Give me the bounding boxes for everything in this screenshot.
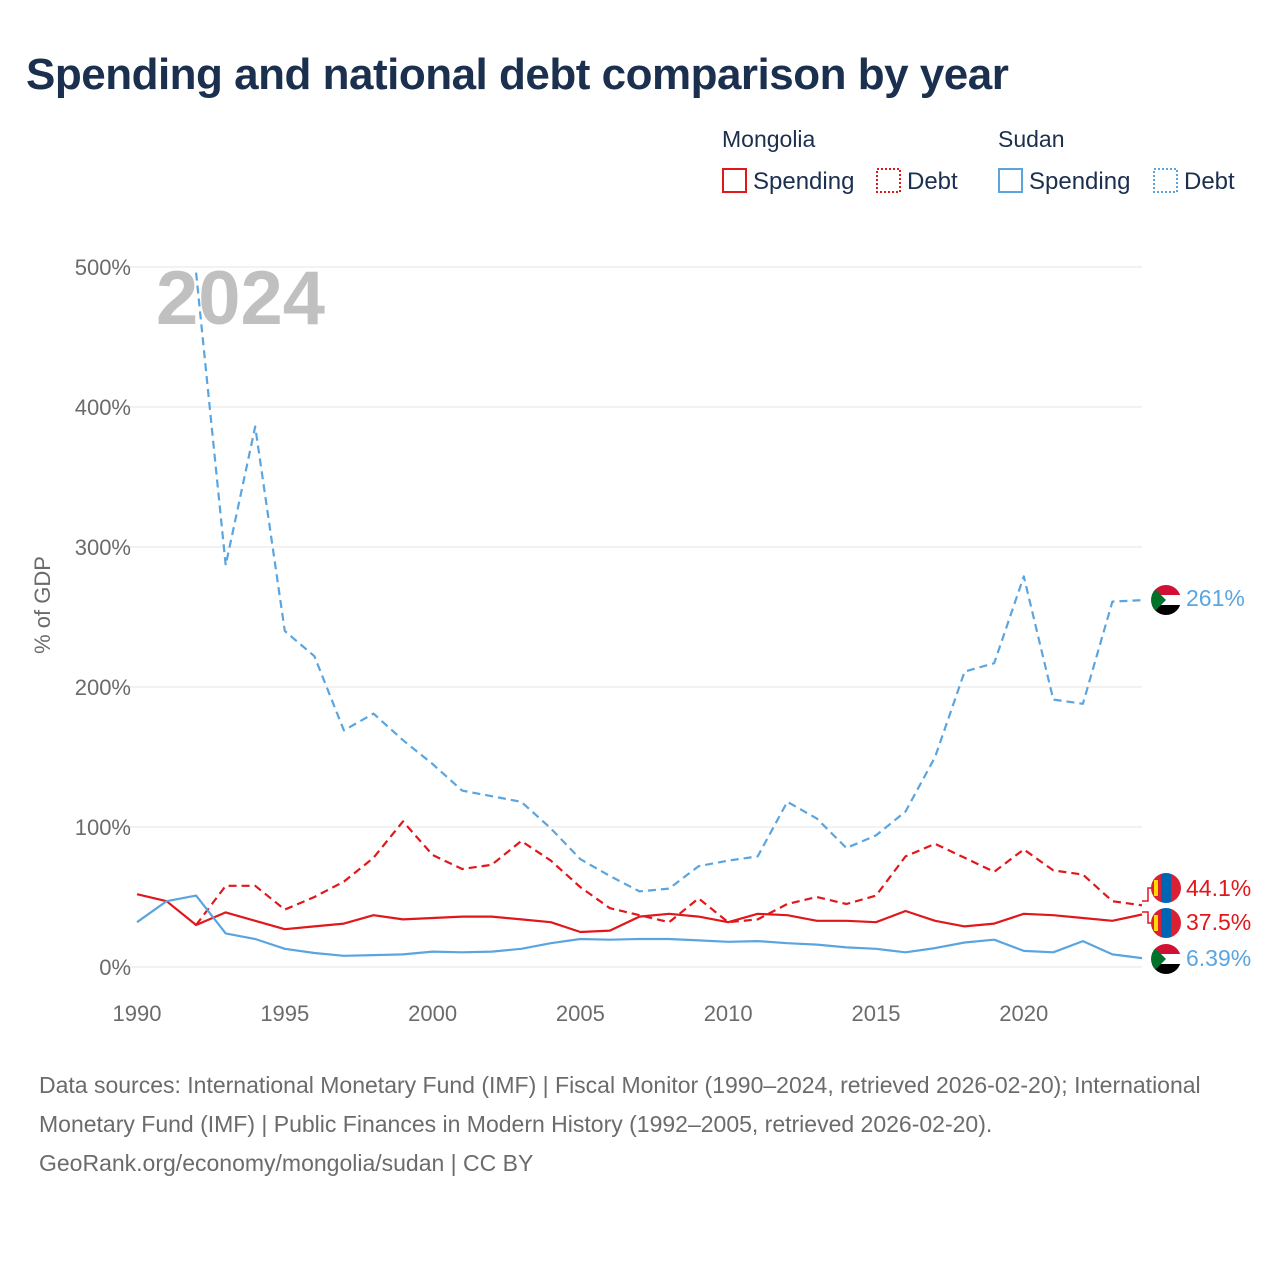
y-axis-ticks: 0% 100% 200% 300% 400% 500%	[75, 255, 131, 980]
line-chart: Mongolia Spending Debt Sudan Spending De…	[30, 126, 1251, 1026]
legend-label-sudan-spending: Spending	[1029, 168, 1130, 195]
y-tick-label: 100%	[75, 815, 131, 840]
legend: Mongolia Spending Debt Sudan Spending De…	[722, 126, 1235, 195]
series-line-sudan-spending	[136, 894, 1143, 960]
end-label-mongolia-spending: 37.5%	[1186, 909, 1251, 935]
end-label-sudan-spending: 6.39%	[1186, 945, 1251, 971]
y-tick-label: 500%	[75, 255, 131, 280]
x-tick-label: 1990	[113, 1001, 162, 1026]
legend-swatch-sudan-debt	[1153, 168, 1178, 193]
y-tick-label: 300%	[75, 535, 131, 560]
series-line-mongolia-spending	[136, 893, 1143, 934]
legend-swatch-sudan-spending	[998, 168, 1023, 193]
flag-mongolia-spending	[1151, 908, 1181, 938]
y-tick-label: 400%	[75, 395, 131, 420]
legend-label-mongolia-debt: Debt	[907, 168, 958, 195]
legend-group-sudan: Sudan	[998, 126, 1065, 152]
legend-label-sudan-debt: Debt	[1184, 168, 1235, 195]
footer: Data sources: International Monetary Fun…	[39, 1066, 1239, 1183]
series-lines	[136, 272, 1143, 960]
legend-group-mongolia: Mongolia	[722, 126, 816, 152]
end-label-sudan-debt: 261%	[1186, 585, 1245, 611]
legend-swatch-mongolia-spending	[722, 168, 747, 193]
gridlines	[127, 266, 1142, 968]
legend-label-mongolia-spending: Spending	[753, 168, 854, 195]
flag-mongolia-debt	[1151, 873, 1181, 903]
source-credit: GeoRank.org/economy/mongolia/sudan | CC …	[39, 1150, 534, 1176]
x-tick-label: 1995	[260, 1001, 309, 1026]
x-tick-label: 2020	[999, 1001, 1048, 1026]
series-line-mongolia-debt	[195, 820, 1143, 926]
y-tick-label: 0%	[99, 955, 131, 980]
chart-title: Spending and national debt comparison by…	[26, 50, 1009, 99]
data-sources: Data sources: International Monetary Fun…	[39, 1072, 1201, 1137]
y-axis-label: % of GDP	[30, 556, 55, 654]
end-label-mongolia-debt: 44.1%	[1186, 875, 1251, 901]
x-tick-label: 2005	[556, 1001, 605, 1026]
series-line-sudan-debt	[195, 272, 1143, 893]
x-axis-ticks: 1990 1995 2000 2005 2010 2015 2020	[113, 1001, 1049, 1026]
legend-swatch-mongolia-debt	[876, 168, 901, 193]
x-tick-label: 2010	[704, 1001, 753, 1026]
current-year-label: 2024	[156, 256, 325, 341]
y-tick-label: 200%	[75, 675, 131, 700]
flag-sudan-spending	[1151, 944, 1181, 974]
x-tick-label: 2000	[408, 1001, 457, 1026]
x-tick-label: 2015	[851, 1001, 900, 1026]
flag-sudan-debt	[1151, 585, 1181, 615]
